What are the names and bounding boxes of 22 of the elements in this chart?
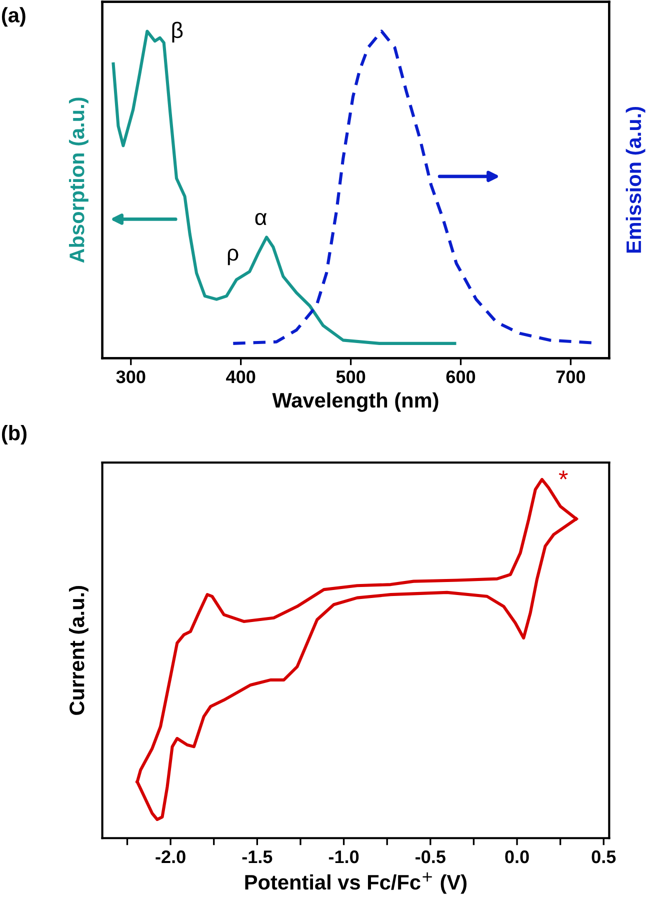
- x-tick-label: 600: [446, 370, 476, 384]
- annotation: α: [255, 212, 267, 226]
- x-tick-label: 0.5: [592, 850, 616, 864]
- x-tick-label: 500: [336, 370, 366, 384]
- x-tick-label: -1.0: [328, 850, 359, 864]
- annotation: ρ: [228, 248, 238, 266]
- text: *: [558, 470, 568, 480]
- annotation: β: [172, 22, 183, 42]
- x-tick-label: 400: [226, 370, 256, 384]
- x-tick-label: -1.5: [242, 850, 272, 864]
- chart-title: (b): [2, 425, 26, 444]
- x-tick-label: -0.5: [416, 850, 446, 864]
- y-axis-title: Absorption (a.u.): [68, 98, 88, 263]
- x-tick-label: 300: [116, 370, 146, 384]
- y-axis-title: Current (a.u.): [68, 586, 88, 715]
- x-tick-label: -2.0: [156, 850, 186, 864]
- y2-axis-title: Emission (a.u.): [626, 106, 646, 253]
- chart-title: (a): [2, 7, 26, 27]
- x-tick-label: 700: [556, 370, 586, 384]
- x-tick-label: 0.0: [505, 850, 529, 864]
- x-axis-title: Potential vs Fc/Fc$^{+}$ (V): [245, 872, 467, 894]
- x-axis-title: Wavelength (nm): [272, 392, 438, 412]
